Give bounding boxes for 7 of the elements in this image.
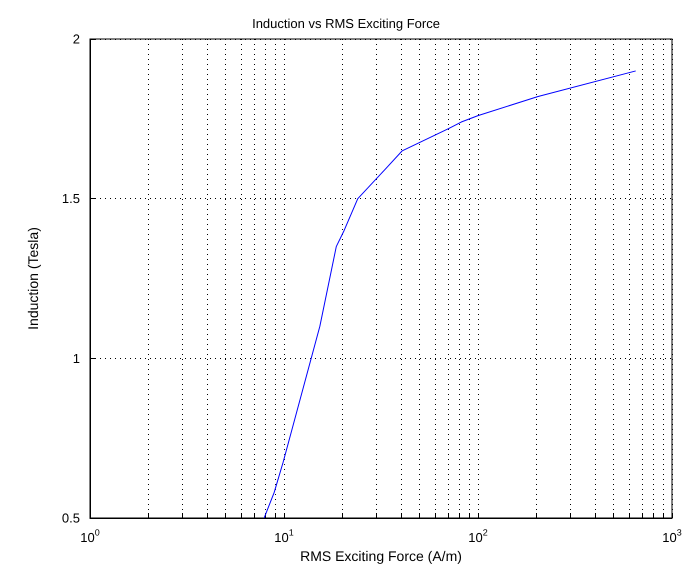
y-tick-label: 2 [72,32,80,46]
y-tick-label: 0.5 [62,510,80,526]
chart-title: Induction vs RMS Exciting Force [252,16,440,31]
x-axis-title: RMS Exciting Force (A/m) [300,548,462,564]
y-axis-title: Induction (Tesla) [25,227,41,330]
y-tick-label: 1 [72,350,80,366]
y-tick-label: 1.5 [62,191,80,206]
